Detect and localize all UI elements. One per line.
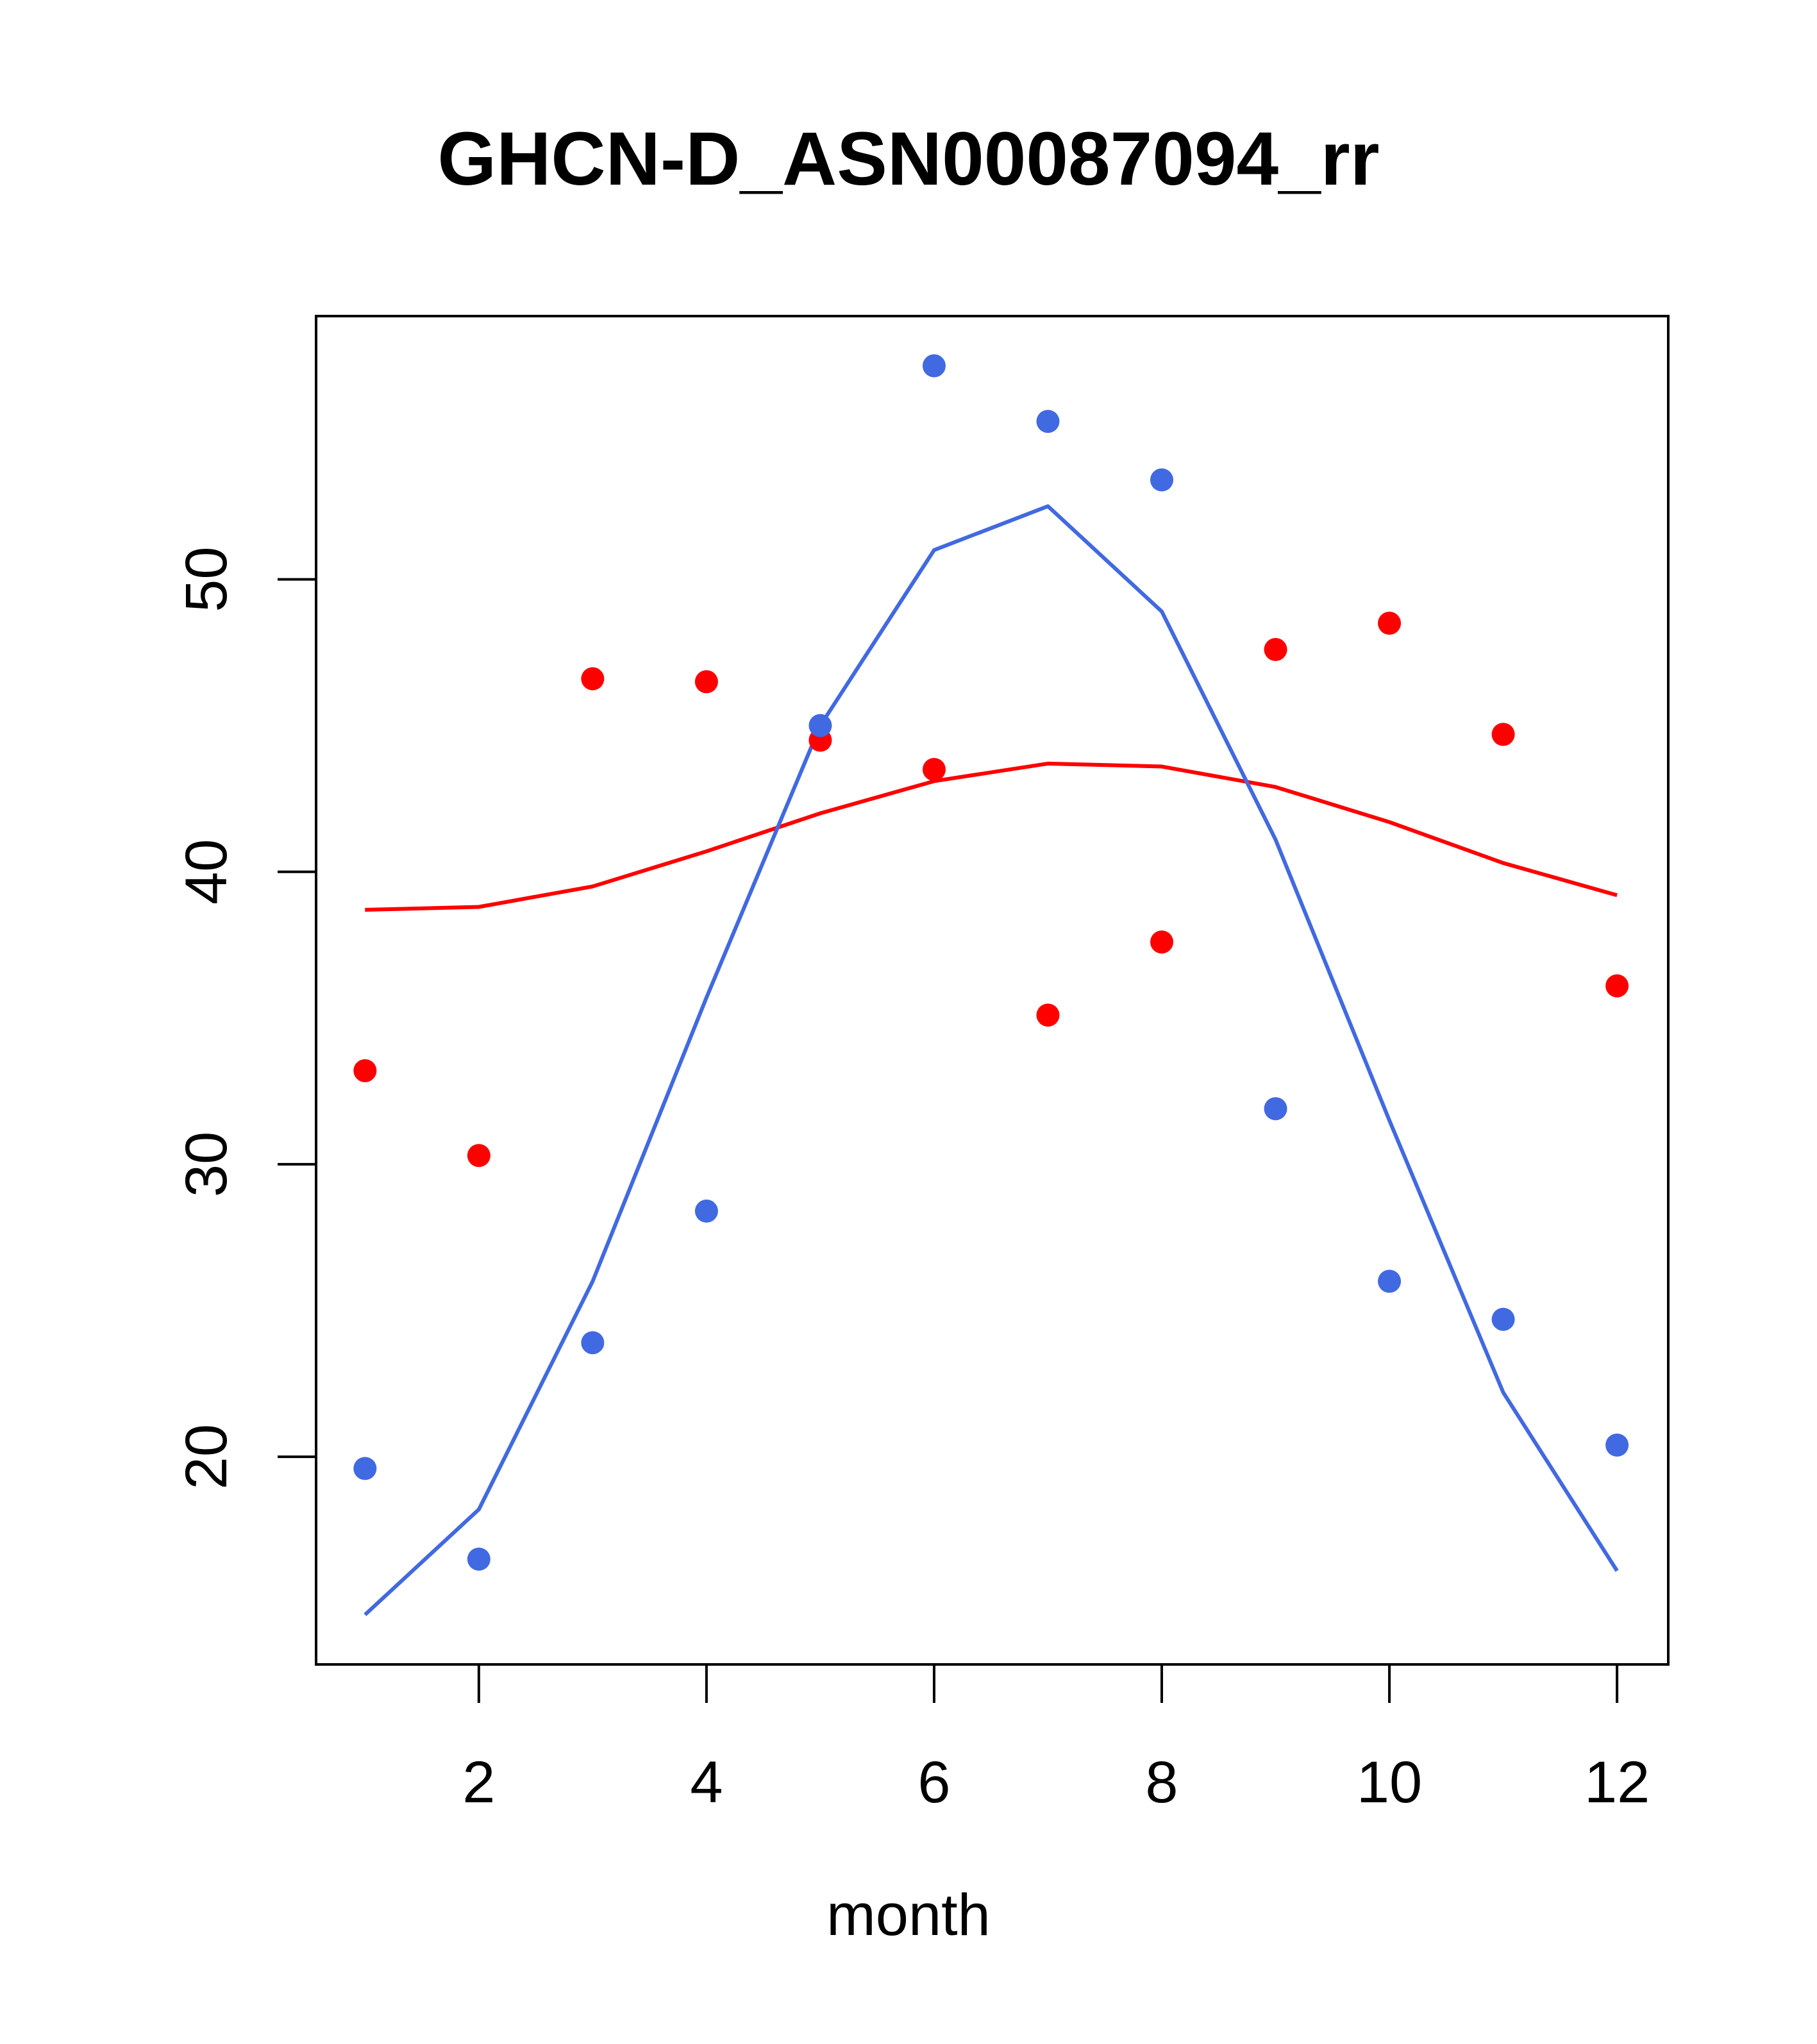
x-tick-label: 10 bbox=[1357, 1750, 1422, 1815]
series-1-point bbox=[467, 1144, 490, 1168]
y-tick-label: 40 bbox=[174, 839, 239, 905]
x-tick-label: 6 bbox=[917, 1750, 950, 1815]
series-1-point bbox=[1605, 974, 1629, 998]
axes: 2 4 6 8 10 12 20 30 40 50 bbox=[174, 546, 1650, 1815]
y-tick-label: 50 bbox=[174, 546, 239, 612]
series-1-point bbox=[694, 670, 718, 694]
plot-frame bbox=[315, 315, 1670, 1666]
chart-title: GHCN-D_ASN00087094_rr bbox=[437, 117, 1380, 201]
series-lines bbox=[364, 504, 1619, 1616]
series-2-point bbox=[922, 354, 946, 378]
x-tick-label: 8 bbox=[1145, 1750, 1178, 1815]
series-2-point bbox=[581, 1331, 605, 1355]
series-1-point bbox=[1150, 930, 1174, 954]
x-axis-label: month bbox=[826, 1882, 991, 1948]
x-tick-label: 4 bbox=[690, 1750, 723, 1815]
series-2-point bbox=[1605, 1433, 1629, 1457]
y-tick-label: 20 bbox=[174, 1424, 239, 1489]
series-1-point bbox=[581, 667, 605, 691]
series-2-point bbox=[1378, 1269, 1402, 1293]
series-1-point bbox=[1491, 723, 1515, 746]
x-tick-label: 12 bbox=[1584, 1750, 1650, 1815]
series-2-point bbox=[1036, 410, 1060, 433]
series-2-point bbox=[1491, 1307, 1515, 1331]
x-tick-label: 2 bbox=[462, 1750, 495, 1815]
series-2-point bbox=[1264, 1097, 1287, 1121]
series-1-point bbox=[1036, 1003, 1060, 1027]
series-points bbox=[353, 354, 1629, 1571]
series-2-point bbox=[467, 1547, 490, 1571]
series-2-fit-line bbox=[364, 504, 1619, 1616]
series-1-fit-line bbox=[365, 761, 1618, 912]
series-1-point bbox=[353, 1059, 377, 1082]
series-2-point bbox=[1150, 468, 1174, 492]
series-2-point bbox=[694, 1199, 718, 1223]
series-1-point bbox=[1264, 638, 1287, 662]
series-2-point bbox=[353, 1457, 377, 1480]
y-tick-label: 30 bbox=[174, 1132, 239, 1197]
series-1-point bbox=[1378, 611, 1402, 635]
series-2-point bbox=[808, 714, 832, 737]
series-1-point bbox=[922, 758, 946, 782]
